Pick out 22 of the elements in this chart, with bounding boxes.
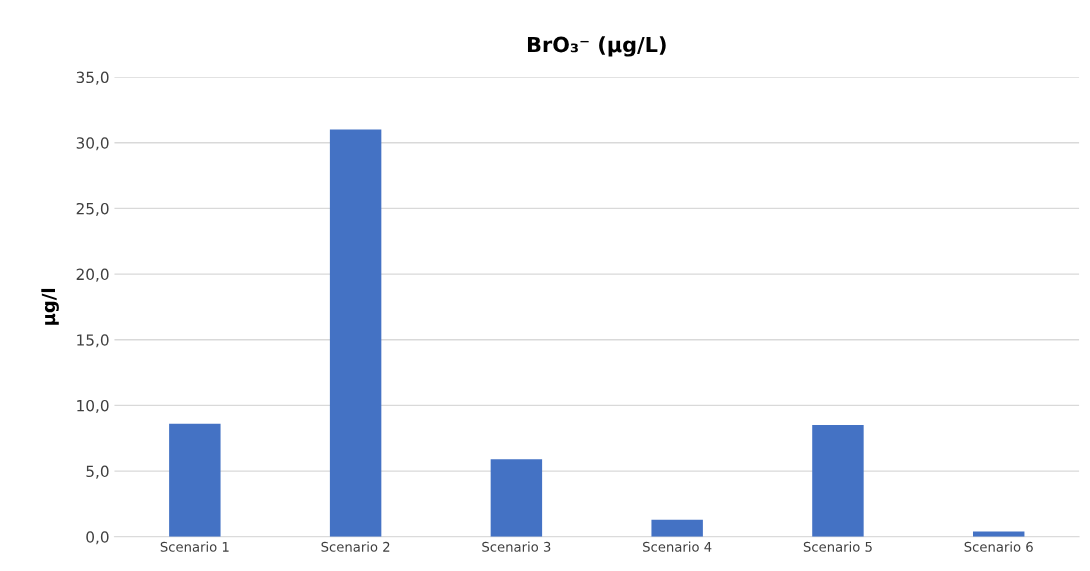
y-tick-label: 35,0	[76, 71, 109, 85]
x-tick-label: Scenario 2	[321, 541, 390, 552]
bar	[812, 425, 864, 537]
y-tick-label: 20,0	[76, 268, 109, 282]
x-tick-label: Scenario 4	[643, 541, 712, 552]
bar	[651, 519, 703, 537]
bar	[490, 459, 543, 537]
chart-title: BrO₃⁻ (µg/L)	[527, 36, 666, 57]
y-tick-label: 25,0	[76, 202, 109, 216]
x-tick-label: Scenario 6	[964, 541, 1033, 552]
y-tick-label: 5,0	[86, 465, 109, 479]
x-tick-label: Scenario 3	[482, 541, 551, 552]
bar	[169, 423, 221, 537]
y-tick-label: 30,0	[76, 137, 109, 151]
y-axis-title: µg/l	[41, 288, 59, 325]
x-tick-label: Scenario 5	[803, 541, 872, 552]
y-tick-label: 15,0	[77, 334, 109, 348]
bar	[972, 531, 1025, 537]
y-tick-label: 0,0	[86, 531, 109, 545]
x-tick-label: Scenario 1	[160, 541, 229, 552]
bar	[329, 129, 382, 537]
y-tick-label: 10,0	[77, 399, 109, 413]
